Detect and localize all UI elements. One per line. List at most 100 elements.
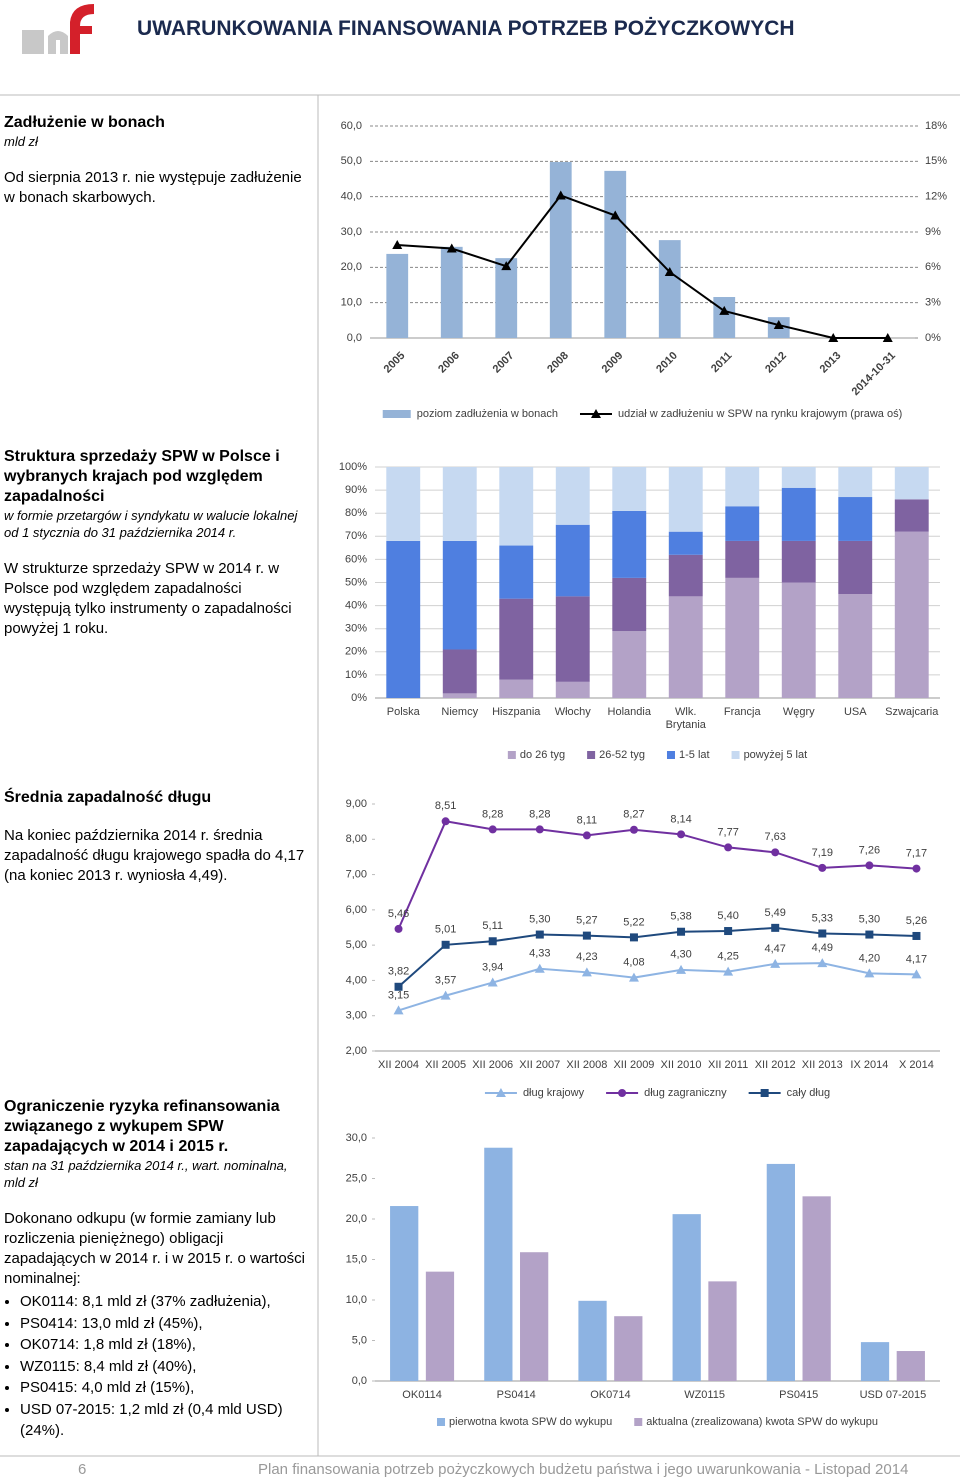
page-title: UWARUNKOWANIA FINANSOWANIA POTRZEB POŻYC… (137, 17, 795, 40)
x-tick-label: Hiszpania (492, 706, 541, 718)
x-tick-label: XII 2007 (519, 1059, 561, 1071)
bar-segment (725, 577, 760, 698)
page-number: 6 (78, 1461, 87, 1478)
marker (724, 927, 733, 936)
section-body: Od sierpnia 2013 r. nie występuje zadłuż… (4, 169, 302, 206)
marker (394, 982, 403, 991)
marker (590, 409, 601, 418)
bar (766, 1163, 795, 1381)
marker (912, 864, 921, 873)
bullet-item: OK0114: 8,1 mld zł (37% zadłużenia), (20, 1291, 309, 1313)
legend-swatch (437, 1418, 446, 1426)
x-tick-label: 2010 (654, 350, 680, 376)
bar-segment (442, 649, 477, 694)
marker (495, 1088, 506, 1097)
bar-segment (442, 693, 477, 698)
chart: 0,0 5,0 10,0 15,0 20,0 25,0 30,0 pierwotna kwot… (346, 1132, 940, 1428)
bar-segment (612, 631, 647, 698)
section-body: Dokonano odkupu (w formie zamiany lub ro… (4, 1210, 305, 1287)
x-tick-label: OK0714 (590, 1389, 631, 1401)
bar-segment (555, 681, 590, 698)
legend: pierwotna kwota SPW do wykupu aktualna (z… (437, 1416, 878, 1428)
x-tick-label: USA (843, 706, 867, 718)
marker (771, 923, 780, 932)
x-tick-label: XII 2010 (660, 1059, 702, 1071)
x-tick-label: X 2014 (899, 1059, 934, 1071)
marker (865, 861, 874, 870)
y-tick-label: 50% (345, 576, 367, 588)
x-tick-label: Węgry (782, 706, 815, 718)
marker (610, 210, 621, 220)
x-tick-label: XII 2008 (566, 1059, 608, 1071)
bar (802, 1196, 831, 1381)
bar-segment (668, 596, 703, 698)
bar-segment (725, 506, 760, 541)
data-label: 5,01 (435, 924, 456, 936)
section-subtitle: w formie przetargów i syndykatu w waluci… (4, 508, 298, 540)
bar-segment (894, 499, 929, 532)
marker (393, 1005, 404, 1015)
bar-segment (386, 467, 421, 541)
marker (629, 825, 638, 834)
marker (677, 830, 686, 839)
bar-segment (781, 487, 816, 541)
chart: 0% 10% 20% 30% 40% 50% 60% 70% 80% 90% 100% do 26 t… (339, 461, 940, 761)
data-label: 5,26 (906, 915, 927, 927)
marker (664, 267, 675, 277)
data-label: 7,63 (764, 831, 785, 843)
section-title: Struktura sprzedaży SPW w Polsce i wybra… (4, 448, 280, 505)
bullet-item: PS0415: 4,0 mld zł (15%), (20, 1377, 309, 1399)
bar (658, 240, 681, 338)
x-tick-label: 2014-10-31 (850, 350, 898, 398)
y2-tick-label: 18% (925, 120, 947, 132)
marker (392, 239, 403, 249)
legend-label: do 26 tyg (520, 749, 565, 761)
marker (582, 831, 591, 840)
y2-tick-label: 12% (925, 191, 947, 203)
data-label: 4,20 (859, 952, 880, 964)
x-tick-label: Holandia (607, 706, 651, 718)
data-label: 7,19 (812, 847, 833, 859)
bullet-item: OK0714: 1,8 mld zł (18%), (20, 1334, 309, 1356)
bullet-item: USD 07-2015: 1,2 mld zł (0,4 mld USD) (2… (20, 1399, 309, 1442)
marker (818, 863, 827, 872)
y-tick-label: 10,0 (346, 1294, 367, 1306)
marker (394, 924, 403, 933)
bar-segment (499, 545, 534, 599)
bar (672, 1214, 701, 1381)
x-tick-label: Szwajcaria (885, 706, 939, 718)
marker (555, 190, 566, 200)
legend-label: pierwotna kwota SPW do wykupu (449, 1416, 612, 1428)
section-body: W strukturze sprzedaży SPW w 2014 r. w P… (4, 560, 292, 637)
x-tick-label: Włochy (554, 706, 591, 718)
x-tick-label: 2008 (545, 350, 571, 376)
data-label: 8,28 (529, 808, 550, 820)
data-label: 4,33 (529, 948, 550, 960)
x-tick-label: IX 2014 (850, 1059, 889, 1071)
y-tick-label: 3,00 (346, 1010, 367, 1022)
bar-segment (668, 467, 703, 532)
bar-segment (555, 596, 590, 682)
line (397, 194, 888, 339)
logo (22, 4, 94, 54)
bar-segment (668, 531, 703, 555)
data-label: 8,28 (482, 808, 503, 820)
y-tick-label: 5,00 (346, 939, 367, 951)
x-tick-label: XII 2006 (472, 1059, 514, 1071)
bar (495, 258, 518, 338)
x-tick-label: Francja (723, 706, 761, 718)
marker (864, 968, 875, 978)
y-tick-label: 10,0 (341, 297, 362, 309)
y-tick-label: 5,0 (352, 1334, 367, 1346)
legend-swatch (382, 410, 411, 418)
legend-label: aktualna (zrealizowana) kwota SPW do wyk… (646, 1416, 878, 1428)
data-label: 5,30 (529, 913, 550, 925)
legend-swatch (507, 751, 516, 759)
bullet-item: WZ0115: 8,4 mld zł (40%), (20, 1356, 309, 1378)
bar-segment (781, 540, 816, 583)
legend-label: 26-52 tyg (599, 749, 645, 761)
section-subtitle: stan na 31 października 2014 r., wart. n… (4, 1158, 288, 1190)
marker (773, 320, 784, 330)
data-label: 3,15 (388, 989, 409, 1001)
